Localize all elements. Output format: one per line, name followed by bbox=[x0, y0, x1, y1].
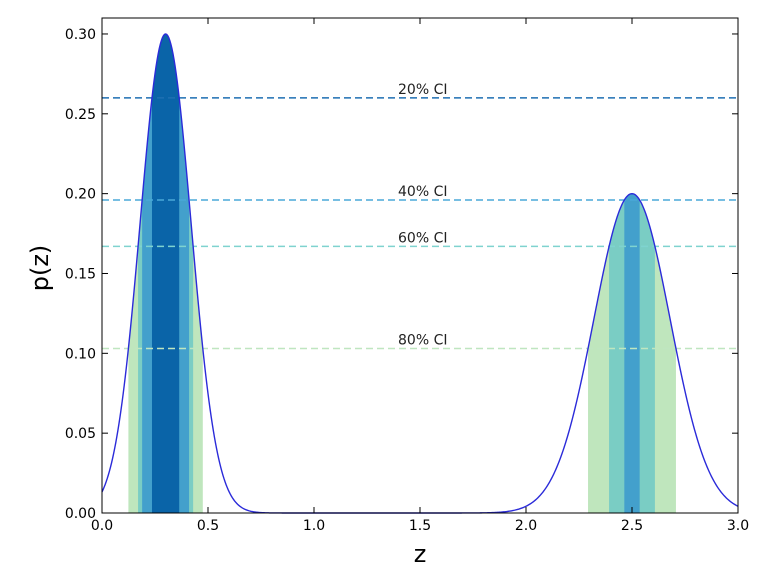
ci-label-20: 20% CI bbox=[398, 82, 447, 98]
x-axis-ticks: 0.0 0.5 1.0 1.5 2.0 2.5 3.0 bbox=[91, 18, 749, 534]
y-tick-label: 0.20 bbox=[65, 187, 96, 203]
x-tick-label: 1.0 bbox=[303, 518, 325, 534]
ci-fill-20-peak-1 bbox=[151, 33, 180, 513]
ci-fill-40-peak-2 bbox=[624, 193, 640, 513]
y-axis-label: p(z) bbox=[26, 245, 54, 292]
x-tick-label: 3.0 bbox=[727, 518, 749, 534]
y-tick-label: 0.00 bbox=[65, 506, 96, 522]
y-tick-label: 0.15 bbox=[65, 266, 96, 282]
y-tick-label: 0.10 bbox=[65, 346, 96, 362]
credible-interval-lines bbox=[102, 97, 738, 350]
y-tick-label: 0.25 bbox=[65, 107, 96, 123]
y-axis-ticks: 0.00 0.05 0.10 0.15 0.20 0.25 0.30 bbox=[65, 27, 738, 522]
x-tick-label: 2.0 bbox=[515, 518, 537, 534]
x-tick-label: 0.5 bbox=[197, 518, 219, 534]
y-tick-label: 0.30 bbox=[65, 27, 96, 43]
ci-label-60: 60% CI bbox=[398, 230, 447, 246]
ci-label-80: 80% CI bbox=[398, 333, 447, 349]
ci-label-40: 40% CI bbox=[398, 184, 447, 200]
x-axis-label: z bbox=[414, 540, 427, 568]
x-tick-label: 0.0 bbox=[91, 518, 113, 534]
credible-interval-fills bbox=[128, 33, 676, 513]
x-tick-label: 2.5 bbox=[621, 518, 643, 534]
y-tick-label: 0.05 bbox=[65, 426, 96, 442]
credible-interval-labels: 20% CI 40% CI 60% CI 80% CI bbox=[398, 82, 447, 349]
x-tick-label: 1.5 bbox=[409, 518, 431, 534]
